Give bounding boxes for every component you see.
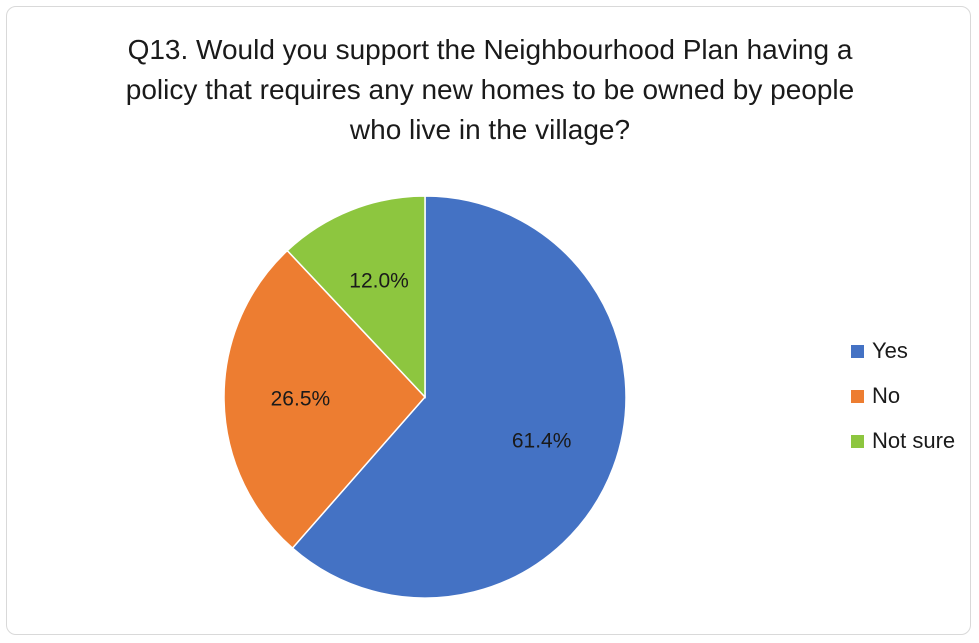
legend-swatch-no: [851, 389, 864, 403]
legend-swatch-yes: [851, 344, 864, 358]
chart-title-line-2: policy that requires any new homes to be…: [125, 74, 855, 105]
legend-label-not-sure: Not sure: [872, 428, 956, 453]
data-label-not-sure: 12.0%: [349, 270, 409, 293]
pie-slice-not-sure: [286, 195, 426, 399]
chart-title: Q13. Would you support the Neighbourhood…: [60, 30, 920, 150]
data-label-yes: 61.4%: [512, 429, 572, 452]
legend-item-not-sure: Not sure: [851, 426, 955, 456]
pie-slice-yes: [291, 195, 627, 599]
legend-item-yes: Yes: [851, 336, 955, 366]
legend-label-no: No: [872, 383, 901, 408]
legend-swatch-not-sure: [851, 434, 864, 448]
data-label-no: 26.5%: [271, 388, 331, 411]
legend-item-no: No: [851, 381, 955, 411]
chart-legend: Yes No Not sure: [851, 336, 955, 471]
chart-title-line-3: who live in the village?: [349, 114, 631, 145]
pie-slice-no: [223, 249, 427, 550]
chart-title-line-1: Q13. Would you support the Neighbourhood…: [127, 34, 853, 65]
legend-label-yes: Yes: [872, 338, 908, 363]
